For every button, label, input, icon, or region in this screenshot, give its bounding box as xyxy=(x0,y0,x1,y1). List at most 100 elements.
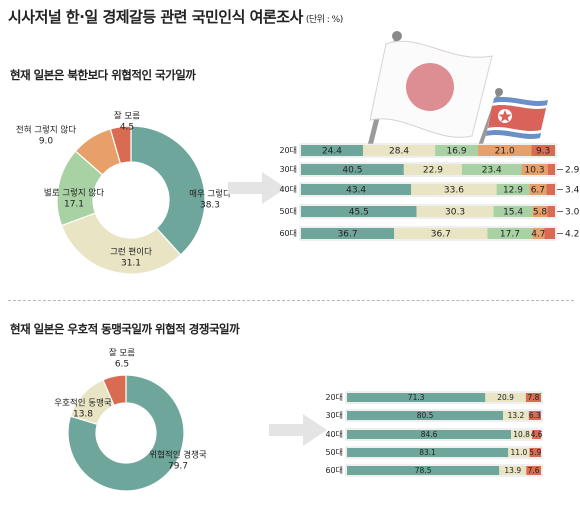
q1-bars-category-label: 50대 xyxy=(279,207,297,216)
q1-bars-bar-segment xyxy=(411,184,497,195)
q2-arrow xyxy=(269,414,327,446)
q1-bars-bar-segment xyxy=(521,164,548,175)
q2-bars-category-label: 50대 xyxy=(325,448,343,457)
q1-bars-bar-value: 30.3 xyxy=(445,208,465,218)
q2-donut-slice xyxy=(102,374,127,407)
q1-bars-category-label: 20대 xyxy=(279,146,297,155)
q1-donut-slice-value: 17.1 xyxy=(64,200,84,210)
q2-donut-slice-value: 79.7 xyxy=(168,462,188,472)
q2-bars-bar-value: 83.1 xyxy=(419,448,436,457)
q2-bars-bar-segment xyxy=(499,466,527,475)
q2-donut-slice-value: 6.5 xyxy=(115,360,129,370)
q2-bars-bar-value: 11.0 xyxy=(511,448,528,457)
q1-bars-bar-value: 9.3 xyxy=(536,147,550,157)
q2-bars-bar-segment xyxy=(508,448,530,457)
q1-bars-bar-value: 43.4 xyxy=(346,186,366,196)
q1-bars-bar-segment xyxy=(478,145,532,156)
q1-bars-bar-segment xyxy=(531,145,555,156)
question-2-title: 현재 일본은 우호적 동맹국일까 위협적 경쟁국일까 xyxy=(10,322,240,336)
q1-bars-bar-segment xyxy=(416,206,494,217)
q1-bars-bar-value: 17.7 xyxy=(500,230,520,240)
q1-donut-slice-value: 38.3 xyxy=(200,201,220,211)
q1-bars-bar-segment xyxy=(301,184,412,195)
q2-bars-bar-segment xyxy=(528,411,541,420)
q2-bars-bar-segment xyxy=(503,411,529,420)
q1-bars-bar-value: 36.7 xyxy=(338,230,358,240)
q1-bars-bar-segment xyxy=(435,145,479,156)
q2-donut-slice-value: 13.8 xyxy=(73,410,93,420)
q2-donut-slice-label: 잘 모름 xyxy=(109,348,135,359)
q2-bars-bar-value: 71.3 xyxy=(408,393,425,402)
japan-flag-finial xyxy=(392,31,402,41)
q2-bars-bar-value: 5.9 xyxy=(529,448,541,457)
q1-bars-bar-segment xyxy=(547,164,555,175)
q1-bars-bar-segment xyxy=(547,206,555,217)
q2-bars-bar-segment xyxy=(347,393,486,402)
q2-bars-bar-segment xyxy=(511,430,533,439)
q1-donut-slice-label: 매우 그렇다 xyxy=(189,189,231,200)
unit-label: (단위 : %) xyxy=(305,15,343,25)
q1-bars-outside-value: 4.2 xyxy=(565,230,579,240)
q1-bars-bar-segment xyxy=(301,206,417,217)
q1-bars-bar-value: 10.3 xyxy=(525,166,545,176)
q1-bars-bar-segment xyxy=(403,164,463,175)
q2-bars-category-label: 30대 xyxy=(325,411,343,420)
infographic-title: 시사저널 한·일 경제갈등 관련 국민인식 여론조사 (단위 : %) xyxy=(8,8,343,26)
q1-donut-slice xyxy=(109,125,132,165)
q1-donut-slice-label: 별로 그렇지 않다 xyxy=(44,188,104,199)
q1-donut-slice-value: 31.1 xyxy=(121,259,141,269)
q1-bars-bar-segment xyxy=(493,206,533,217)
q1-bars-bar-segment xyxy=(487,228,533,239)
q1-bars-bar-value: 12.9 xyxy=(503,186,523,196)
q2-bars-category-label: 40대 xyxy=(325,430,343,439)
q1-bars-outside-value: 3.0 xyxy=(565,208,580,218)
q2-bars-bar-value: 84.6 xyxy=(421,430,438,439)
q1-bars-bar-value: 16.9 xyxy=(447,147,467,157)
q1-donut-slice-label: 잘 모름 xyxy=(114,111,140,122)
q1-arrow xyxy=(228,172,286,204)
q1-bars-bar-value: 4.7 xyxy=(531,230,545,240)
q1-donut-slice xyxy=(60,212,182,275)
q2-bars-bar-value: 13.9 xyxy=(504,466,521,475)
q1-bars-bar-segment xyxy=(394,228,488,239)
q2-bars-bar-value: 7.6 xyxy=(528,466,540,475)
section-divider xyxy=(8,300,574,301)
q1-bars-bar-segment xyxy=(532,228,545,239)
q1-bars-category-label: 30대 xyxy=(279,165,297,174)
q2-bars-bar-segment xyxy=(347,430,512,439)
q1-bars-bar-value: 5.8 xyxy=(533,208,548,218)
q1-bars-category-label: 40대 xyxy=(279,185,297,194)
q2-bars-bar-segment xyxy=(347,466,500,475)
q1-donut-slice-value: 9.0 xyxy=(39,137,54,147)
q1-bars-bar-segment xyxy=(362,145,436,156)
q1-bars-outside-value: 2.9 xyxy=(565,166,580,176)
q1-bars-bar-value: 33.6 xyxy=(444,186,464,196)
q1-bars-bar-value: 6.7 xyxy=(531,186,545,196)
q2-bars-bar-value: 80.5 xyxy=(417,411,434,420)
q2-bars-category-label: 20대 xyxy=(325,393,343,402)
q1-bars-outside-value: 3.4 xyxy=(565,186,580,196)
q2-bars-bar-segment xyxy=(525,393,541,402)
q2-donut-slice-label: 위협적인 경쟁국 xyxy=(149,450,207,461)
q2-bars-bar-segment xyxy=(526,466,541,475)
q1-bars-bar-segment xyxy=(301,228,395,239)
question-1-title: 현재 일본은 북한보다 위협적인 국가일까 xyxy=(10,68,196,82)
q2-donut-slice-label: 우호적인 동맹국 xyxy=(54,398,112,409)
q2-bars-bar-value: 10.8 xyxy=(513,430,530,439)
north-korea-flag-star xyxy=(498,110,512,122)
q2-donut-slice xyxy=(67,374,185,492)
q2-bars-bar-segment xyxy=(347,411,504,420)
q1-donut-slice xyxy=(130,125,206,256)
q2-bars-bar-value: 4.6 xyxy=(531,430,543,439)
q1-bars-bar-value: 40.5 xyxy=(342,166,362,176)
q1-bars-bar-value: 22.9 xyxy=(423,166,443,176)
q1-bars-bar-segment xyxy=(546,184,555,195)
q1-bars-bar-segment xyxy=(301,164,404,175)
q1-bars-bar-value: 45.5 xyxy=(349,208,369,218)
q1-bars-bar-value: 36.7 xyxy=(431,230,451,240)
q1-bars-bar-value: 15.4 xyxy=(503,208,523,218)
q1-donut-slice-value: 4.5 xyxy=(120,123,134,133)
q1-bars-bar-value: 28.4 xyxy=(389,147,409,157)
q2-bars-bar-segment xyxy=(532,430,541,439)
